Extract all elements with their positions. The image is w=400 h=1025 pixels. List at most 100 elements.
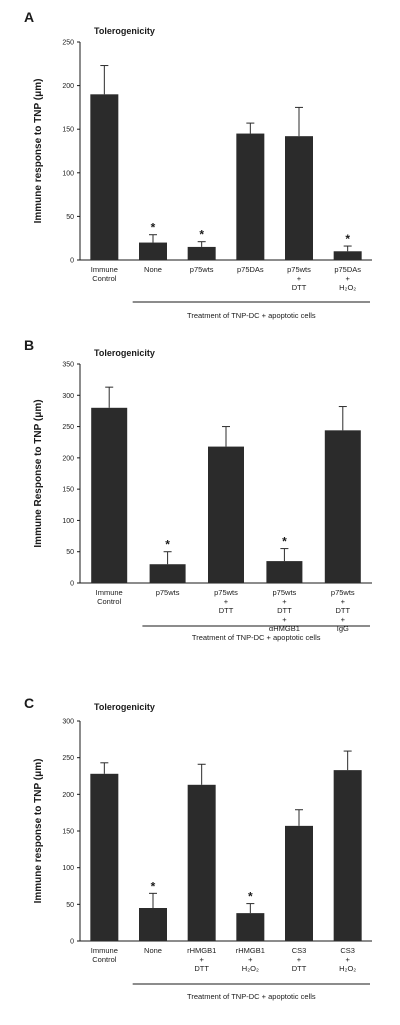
bar: [324, 430, 361, 583]
y-tick-label: 150: [62, 487, 74, 494]
bar: [187, 784, 216, 941]
significance-star: *: [345, 232, 350, 246]
x-category-label: CS3 + DTT: [292, 946, 307, 973]
panel-c: C Tolerogenicity Immune response to TNP (μ…: [0, 665, 400, 1025]
x-category-label-line: None: [144, 265, 162, 274]
x-category-label-line: +: [248, 955, 253, 964]
bar: [333, 251, 362, 260]
x-category-label-line: p75wts: [331, 588, 355, 597]
x-category-label-line: CS3: [292, 946, 307, 955]
x-category-label-line: Immune: [96, 588, 123, 597]
y-axis-label: Immune Response to TNP (μm): [33, 399, 44, 547]
panel-label: C: [24, 695, 34, 711]
y-axis-label: Immune response to TNP (μm): [33, 79, 44, 224]
x-category-label-line: Immune: [91, 946, 118, 955]
x-category-label-line: DTT: [219, 606, 234, 615]
y-tick-label: 200: [62, 455, 74, 462]
y-tick-label: 350: [62, 362, 74, 369]
x-category-label-line: +: [224, 597, 229, 606]
x-category-label: rHMGB1 + H₂O₂: [236, 946, 265, 973]
x-category-label: p75wts + DTT + αHMGB1: [269, 588, 300, 633]
x-category-label-line: H₂O₂: [339, 283, 356, 292]
x-category-label-line: +: [282, 615, 287, 624]
x-category-label-line: DTT: [292, 964, 307, 973]
x-category-label-line: +: [341, 615, 346, 624]
chart-title: Tolerogenicity: [94, 348, 155, 358]
chart-b: B Tolerogenicity Immune Response to TNP (μ…: [24, 337, 372, 642]
y-tick-label: 300: [62, 393, 74, 400]
x-category-label: CS3 + H₂O₂: [339, 946, 356, 973]
x-category-label-line: DTT: [194, 964, 209, 973]
x-category-label: None: [144, 946, 162, 955]
y-tick-label: 0: [70, 939, 74, 946]
x-category-label: Immune Control: [91, 265, 118, 283]
bar: [266, 561, 303, 583]
bar: [149, 564, 186, 583]
x-category-label: None: [144, 265, 162, 274]
x-category-label-line: DTT: [336, 606, 351, 615]
x-category-label-line: rHMGB1: [187, 946, 216, 955]
y-axis-label: Immune response to TNP (μm): [33, 759, 44, 904]
x-category-label: rHMGB1 + DTT: [187, 946, 216, 973]
chart-a: A Tolerogenicity Immune response to TNP (μ…: [24, 9, 372, 320]
x-category-label-line: +: [199, 955, 204, 964]
bar: [285, 136, 313, 260]
x-category-label-line: +: [345, 955, 350, 964]
y-tick-label: 300: [62, 719, 74, 726]
x-category-label: Immune Control: [96, 588, 123, 606]
x-category-label-line: H₂O₂: [242, 964, 259, 973]
x-category-label-line: rHMGB1: [236, 946, 265, 955]
y-tick-label: 250: [62, 755, 74, 762]
y-tick-label: 100: [62, 865, 74, 872]
x-category-label-line: p75wts: [190, 265, 214, 274]
y-tick-label: 250: [62, 40, 74, 47]
y-tick-label: 200: [62, 792, 74, 799]
x-category-label-line: p75wts: [273, 588, 297, 597]
bar: [139, 242, 167, 260]
x-category-label-line: H₂O₂: [339, 964, 356, 973]
x-category-label-line: +: [297, 274, 302, 283]
significance-star: *: [248, 890, 253, 904]
x-category-label-line: DTT: [292, 283, 307, 292]
x-category-label: p75DAs + H₂O₂: [334, 265, 361, 292]
y-tick-label: 0: [70, 258, 74, 265]
bar: [91, 407, 128, 583]
bar: [285, 825, 313, 941]
y-tick-label: 50: [66, 214, 74, 221]
x-category-label-line: Control: [92, 274, 117, 283]
y-tick-label: 150: [62, 127, 74, 134]
x-category-label-line: p75wts: [214, 588, 238, 597]
bar: [90, 773, 119, 941]
x-category-label-line: +: [282, 597, 287, 606]
bar: [236, 133, 265, 260]
bar: [208, 446, 244, 583]
significance-star: *: [165, 538, 170, 552]
x-category-label-line: +: [341, 597, 346, 606]
x-category-label-line: p75DAs: [334, 265, 361, 274]
panel-a: A Tolerogenicity Immune response to TNP (μ…: [0, 0, 400, 330]
significance-star: *: [282, 535, 287, 549]
x-category-label-line: Immune: [91, 265, 118, 274]
x-category-label-line: None: [144, 946, 162, 955]
x-category-label-line: Control: [97, 597, 122, 606]
y-tick-label: 50: [66, 549, 74, 556]
x-category-label: p75wts + DTT: [287, 265, 311, 292]
bar: [90, 94, 119, 260]
chart-title: Tolerogenicity: [94, 702, 155, 712]
treatment-footnote: Treatment of TNP-DC + apoptotic cells: [192, 633, 321, 642]
y-tick-label: 100: [62, 518, 74, 525]
x-category-label-line: +: [345, 274, 350, 283]
x-category-label-line: CS3: [340, 946, 355, 955]
chart-title: Tolerogenicity: [94, 26, 155, 36]
y-tick-label: 0: [70, 581, 74, 588]
x-category-label: p75wts + DTT + IgG: [331, 588, 355, 633]
y-tick-label: 50: [66, 902, 74, 909]
x-category-label-line: p75DAs: [237, 265, 264, 274]
x-category-label-line: Control: [92, 955, 117, 964]
x-category-label: p75wts + DTT: [214, 588, 238, 615]
x-category-label-line: p75wts: [156, 588, 180, 597]
panel-b: B Tolerogenicity Immune Response to TNP (μ…: [0, 330, 400, 665]
x-category-label: Immune Control: [91, 946, 118, 964]
x-category-label-line: DTT: [277, 606, 292, 615]
bar: [236, 913, 265, 941]
